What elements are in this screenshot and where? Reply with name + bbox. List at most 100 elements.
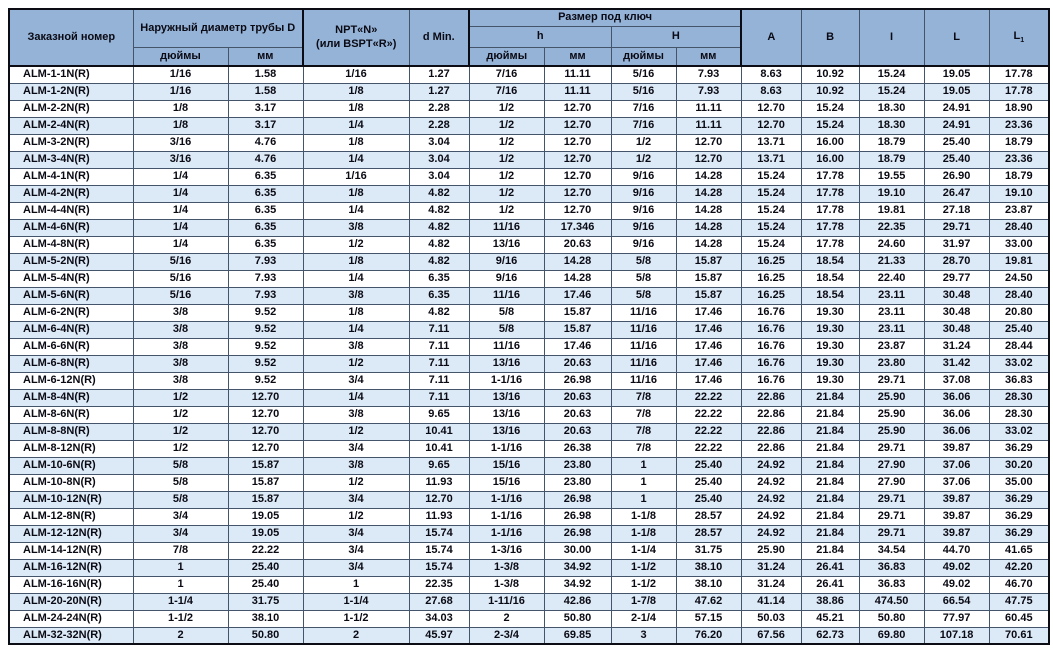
value-cell: 46.70 — [988, 575, 1050, 594]
value-cell: 1/4 — [132, 167, 229, 186]
catalog-sheet: Заказной номер Наружный диаметр трубы D … — [8, 8, 1051, 645]
value-cell: 19.81 — [858, 201, 925, 220]
value-cell: 28.57 — [675, 507, 742, 526]
value-cell: 69.80 — [858, 626, 925, 645]
table-row: ALM-32-32N(R) 2 50.80 2 45.97 2-3/4 69.85 3 76.2… — [8, 626, 1050, 645]
value-cell: 15.24 — [740, 167, 802, 186]
header-col-l: L — [923, 8, 990, 67]
value-cell: 3/8 — [132, 354, 229, 373]
value-cell: 19.05 — [923, 65, 990, 84]
header-col-b: B — [800, 8, 860, 67]
value-cell: 1/4 — [132, 218, 229, 237]
table-row: ALM-12-8N(R) 3/4 19.05 1/2 11.93 1-1/16 26.98 1… — [8, 507, 1050, 526]
value-cell: 1/8 — [302, 82, 410, 101]
value-cell: 16.25 — [740, 286, 802, 305]
value-cell: 1/2 — [468, 184, 545, 203]
value-cell: 12.70 — [227, 388, 304, 407]
value-cell: 2.28 — [408, 99, 470, 118]
value-cell: 3/8 — [302, 337, 410, 356]
value-cell: 15.87 — [227, 473, 304, 492]
value-cell: 7/16 — [468, 82, 545, 101]
value-cell: 31.75 — [675, 541, 742, 560]
value-cell: 1.27 — [408, 82, 470, 101]
value-cell: 10.92 — [800, 65, 860, 84]
value-cell: 3/8 — [132, 303, 229, 322]
value-cell: 12.70 — [543, 116, 612, 135]
value-cell: 1/8 — [302, 303, 410, 322]
value-cell: 14.28 — [675, 218, 742, 237]
value-cell: 49.02 — [923, 575, 990, 594]
value-cell: 31.42 — [923, 354, 990, 373]
value-cell: 1.27 — [408, 65, 470, 84]
value-cell: 15.74 — [408, 558, 470, 577]
value-cell: 107.18 — [923, 626, 990, 645]
value-cell: 76.20 — [675, 626, 742, 645]
value-cell: 9/16 — [610, 235, 677, 254]
value-cell: 16.00 — [800, 150, 860, 169]
value-cell: 5/8 — [610, 269, 677, 288]
value-cell: 18.79 — [858, 150, 925, 169]
value-cell: 25.90 — [858, 422, 925, 441]
table-row: ALM-6-8N(R) 3/8 9.52 1/2 7.11 13/16 20.63 11/16… — [8, 354, 1050, 373]
value-cell: 4.82 — [408, 252, 470, 271]
header-h-big-mm: мм — [675, 46, 743, 67]
value-cell: 20.63 — [543, 388, 612, 407]
value-cell: 3/8 — [132, 337, 229, 356]
value-cell: 17.46 — [675, 354, 742, 373]
value-cell: 19.30 — [800, 371, 860, 390]
value-cell: 20.80 — [988, 303, 1050, 322]
value-cell: 8.63 — [740, 65, 802, 84]
value-cell: 22.35 — [408, 575, 470, 594]
value-cell: 36.83 — [858, 575, 925, 594]
value-cell: 17.78 — [800, 184, 860, 203]
value-cell: 26.98 — [543, 490, 612, 509]
value-cell: 1-1/8 — [610, 507, 677, 526]
value-cell: 14.28 — [543, 269, 612, 288]
value-cell: 7.93 — [227, 269, 304, 288]
value-cell: 12.70 — [227, 405, 304, 424]
value-cell: 1/4 — [302, 388, 410, 407]
value-cell: 13/16 — [468, 354, 545, 373]
value-cell: 9.52 — [227, 303, 304, 322]
value-cell: 3 — [610, 626, 677, 645]
value-cell: 14.28 — [675, 235, 742, 254]
value-cell: 26.41 — [800, 558, 860, 577]
value-cell: 3.17 — [227, 116, 304, 135]
order-number-cell: ALM-3-4N(R) — [8, 150, 134, 169]
value-cell: 23.80 — [858, 354, 925, 373]
table-row: ALM-12-12N(R) 3/4 19.05 3/4 15.74 1-1/16 26.98… — [8, 524, 1050, 543]
value-cell: 11/16 — [468, 337, 545, 356]
value-cell: 26.47 — [923, 184, 990, 203]
value-cell: 26.90 — [923, 167, 990, 186]
value-cell: 3/4 — [132, 524, 229, 543]
value-cell: 4.76 — [227, 133, 304, 152]
value-cell: 23.11 — [858, 286, 925, 305]
value-cell: 66.54 — [923, 592, 990, 611]
value-cell: 16.25 — [740, 252, 802, 271]
value-cell: 1-1/8 — [610, 524, 677, 543]
value-cell: 15.24 — [800, 99, 860, 118]
value-cell: 19.10 — [988, 184, 1050, 203]
value-cell: 7/8 — [610, 405, 677, 424]
value-cell: 22.35 — [858, 218, 925, 237]
header-diameter-inches: дюймы — [132, 46, 229, 67]
value-cell: 1/2 — [302, 507, 410, 526]
value-cell: 14.28 — [675, 167, 742, 186]
table-row: ALM-6-4N(R) 3/8 9.52 1/4 7.11 5/8 15.87 11/16 17… — [8, 320, 1050, 339]
value-cell: 33.02 — [988, 354, 1050, 373]
value-cell: 7.11 — [408, 354, 470, 373]
table-row: ALM-1-2N(R) 1/16 1.58 1/8 1.27 7/16 11.11 5/16 7… — [8, 82, 1050, 101]
value-cell: 27.68 — [408, 592, 470, 611]
table-row: ALM-5-4N(R) 5/16 7.93 1/4 6.35 9/16 14.28 5/8 15… — [8, 269, 1050, 288]
header-npt: NPT«N» (или BSPT«R») — [302, 8, 410, 67]
value-cell: 11/16 — [610, 354, 677, 373]
value-cell: 16.25 — [740, 269, 802, 288]
value-cell: 24.92 — [740, 490, 802, 509]
value-cell: 10.92 — [800, 82, 860, 101]
value-cell: 4.82 — [408, 201, 470, 220]
value-cell: 38.10 — [675, 558, 742, 577]
value-cell: 13.71 — [740, 150, 802, 169]
value-cell: 11/16 — [610, 303, 677, 322]
value-cell: 35.00 — [988, 473, 1050, 492]
value-cell: 25.40 — [227, 558, 304, 577]
